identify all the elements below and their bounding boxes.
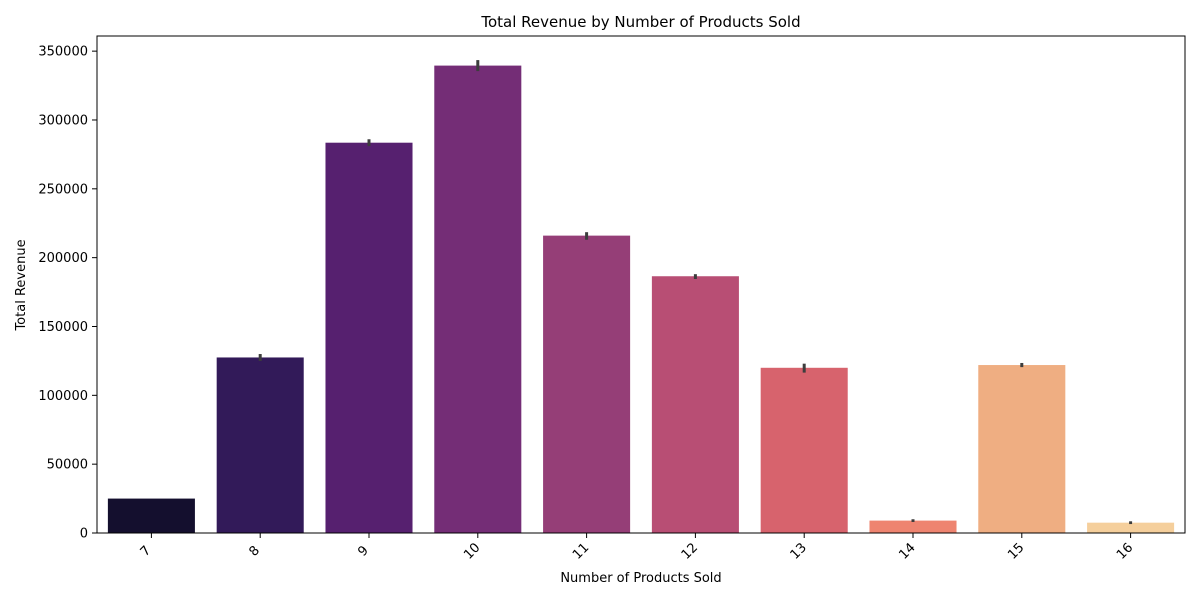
y-tick-label: 200000 [38, 251, 88, 266]
bar [107, 498, 195, 533]
plot-frame [96, 35, 1186, 534]
x-tick-label: 9 [355, 543, 371, 559]
bar [651, 276, 739, 533]
y-tick-label: 150000 [38, 320, 88, 335]
bar [869, 520, 957, 533]
x-axis-label: Number of Products Sold [560, 571, 721, 586]
bar [543, 235, 631, 533]
x-tick-label: 7 [138, 543, 154, 559]
chart-title: Total Revenue by Number of Products Sold [480, 13, 800, 31]
x-tick-label: 12 [679, 540, 701, 562]
x-tick-label: 14 [896, 540, 918, 562]
bar [216, 357, 304, 533]
x-tick-label: 8 [246, 543, 262, 559]
plot-area: 7 8 9 10 11 12 13 14 15 16 0 50000 100000 150000 20000… [38, 35, 1186, 563]
x-tick-label: 11 [570, 540, 592, 562]
y-axis-label: Total Revenue [14, 239, 29, 331]
y-tick-label: 300000 [38, 113, 88, 128]
x-tick-label: 13 [788, 540, 810, 562]
bar [325, 142, 413, 534]
x-tick-label: 16 [1114, 540, 1136, 562]
y-tick-label: 350000 [38, 45, 88, 60]
x-tick-label: 15 [1005, 540, 1027, 562]
bar [760, 367, 848, 533]
y-tick-label: 100000 [38, 389, 88, 404]
bar [978, 365, 1066, 533]
bar [434, 65, 522, 533]
y-tick-label: 50000 [47, 458, 88, 473]
x-tick-label: 10 [461, 540, 483, 562]
y-tick-label: 250000 [38, 182, 88, 197]
bar [1087, 522, 1175, 533]
y-tick-label: 0 [80, 527, 88, 542]
